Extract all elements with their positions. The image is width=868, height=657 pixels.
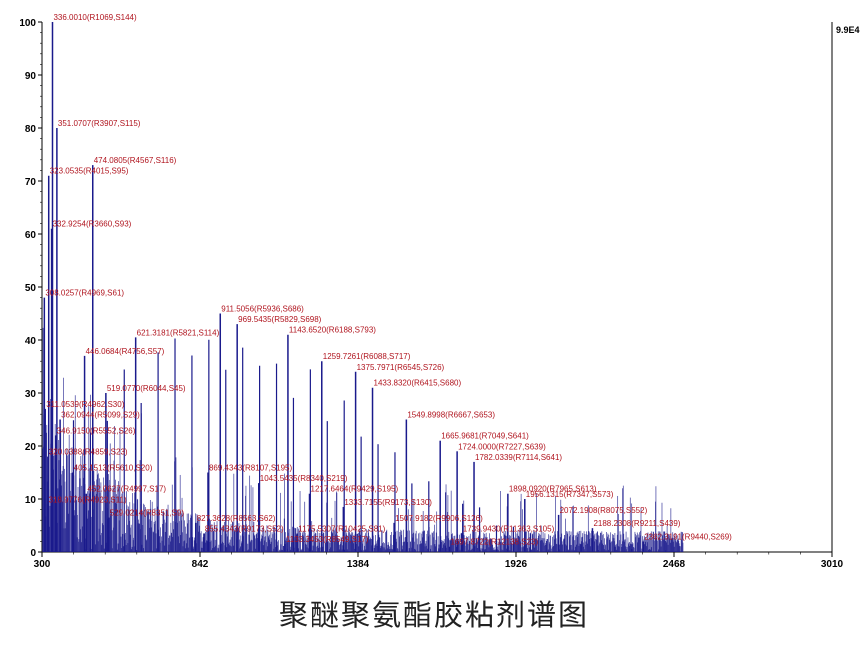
peak-annotation-label: 1133.3453(R8549,S17) xyxy=(286,535,369,544)
y-tick-label: 100 xyxy=(19,18,36,29)
peak-annotation-label: 869.4343(R8107,S195) xyxy=(209,464,293,473)
peak-annotation-label: 855.4343(R9173,S52) xyxy=(205,524,284,533)
peak-annotation-label: 1898.0920(R7965,S613) xyxy=(509,485,597,494)
peak-annotation-label: 1956.1315(R7347,S573) xyxy=(526,490,614,499)
y-tick-label: 30 xyxy=(25,389,37,400)
peak-annotation-label: 351.0707(R3907,S115) xyxy=(58,119,141,128)
y-tick-label: 10 xyxy=(25,495,37,506)
peak-annotation-label: 362.0944(R5099,S29) xyxy=(61,411,140,420)
peak-annotation-label: 346.9150(R5552,S26) xyxy=(57,426,136,435)
chart-svg: 0 10 20 30 40 50 60 70 80 90 100 300 842 1384 1926 2468… xyxy=(19,13,860,570)
x-tick-label: 842 xyxy=(192,559,209,570)
peak-annotation-label: 452.0627(R4997,S17) xyxy=(87,485,166,494)
peak-annotation-label: 1333.7155(R9173,S130) xyxy=(344,498,432,507)
peak-annotation-label: 1739.9430(R11363,S105) xyxy=(463,524,555,533)
right-axis-label: 9.9E4 xyxy=(836,25,860,35)
peak-annotation-label: 1175.5307(R10425,S81) xyxy=(298,524,385,533)
peak-annotation-label: 2072.1908(R8075,S552) xyxy=(560,506,648,515)
x-tick-label: 300 xyxy=(34,559,51,570)
peak-annotations: 336.0010(R1069,S144) 351.0707(R3907,S115)… xyxy=(45,13,732,547)
peak-annotation-label: 1697.8722(R12138,S23) xyxy=(450,538,538,547)
y-tick-label: 40 xyxy=(25,336,37,347)
peak-annotation-label: 1043.5435(R8340,S219) xyxy=(260,474,348,483)
peak-annotation-label: 474.0805(R4567,S116) xyxy=(94,156,177,165)
peak-annotation-label: 1433.8320(R6415,S680) xyxy=(374,379,462,388)
peak-annotation-label: 1549.8998(R6667,S653) xyxy=(407,411,495,420)
x-tick-label: 2468 xyxy=(663,559,686,570)
peak-annotation-label: 1259.7261(R6088,S717) xyxy=(323,352,411,361)
chart-caption: 聚醚聚氨酯胶粘剂谱图 xyxy=(278,598,589,632)
peak-annotation-label: 2362.3191(R9440,S269) xyxy=(644,532,732,541)
x-tick-label: 1926 xyxy=(505,559,528,570)
y-tick-label: 70 xyxy=(25,177,37,188)
peak-annotation-label: 1375.7971(R6545,S726) xyxy=(357,363,445,372)
peak-annotation-label: 336.0010(R1069,S144) xyxy=(53,13,137,22)
peak-annotation-label: 1724.0000(R7227,S639) xyxy=(458,442,546,451)
peak-annotation-label: 1217.6464(R9429,S195) xyxy=(311,485,399,494)
y-tick-label: 60 xyxy=(25,230,37,241)
peak-annotation-label: 529.0214(R8351,S9) xyxy=(110,509,185,518)
peak-bars xyxy=(42,22,684,552)
peak-annotation-label: 969.5435(R5829,S698) xyxy=(238,315,322,324)
peak-annotation-label: 911.5056(R5936,S686) xyxy=(221,305,304,314)
peak-annotation-label: 332.9254(R3660,S93) xyxy=(53,220,132,229)
peak-annotation-label: 1507.9182(R9906,S126) xyxy=(395,514,483,523)
peak-annotation-label: 827.3628(R8563,S62) xyxy=(197,514,276,523)
y-tick-label: 50 xyxy=(25,283,37,294)
y-tick-label: 90 xyxy=(25,71,37,82)
peak-annotation-label: 318.9776(R4923,S11) xyxy=(49,495,127,504)
peak-annotation-label: 311.0539(R4962,S30) xyxy=(46,400,124,409)
peak-annotation-label: 1143.6520(R6188,S793) xyxy=(289,326,376,335)
x-tick-label: 1384 xyxy=(347,559,370,570)
peak-annotation-label: 2188.2308(R9211,S439) xyxy=(593,519,680,528)
y-tick-label: 0 xyxy=(30,548,36,559)
peak-annotation-label: 621.3181(R5821,S114) xyxy=(137,328,220,337)
y-tick-label: 80 xyxy=(25,124,37,135)
peak-annotation-label: 446.0684(R4756,S57) xyxy=(86,347,165,356)
mass-spectrum-chart: 0 10 20 30 40 50 60 70 80 90 100 300 842 1384 1926 2468… xyxy=(19,13,860,570)
peak-annotation-label: 320.0388(R4859,S23) xyxy=(49,448,128,457)
peak-annotation-label: 519.0770(R6044,S45) xyxy=(107,384,186,393)
peak-annotation-label: 323.0535(R4015,S95) xyxy=(50,167,129,176)
peak-annotation-label: 1665.9681(R7049,S641) xyxy=(441,432,529,441)
peak-annotation-label: 1782.0339(R7114,S641) xyxy=(475,453,562,462)
y-tick-label: 20 xyxy=(25,442,37,453)
peak-annotation-label: 405.1513(R5610,S20) xyxy=(74,464,153,473)
peak-annotation-label: 308.0257(R4969,S61) xyxy=(45,289,124,298)
x-tick-label: 3010 xyxy=(821,559,844,570)
